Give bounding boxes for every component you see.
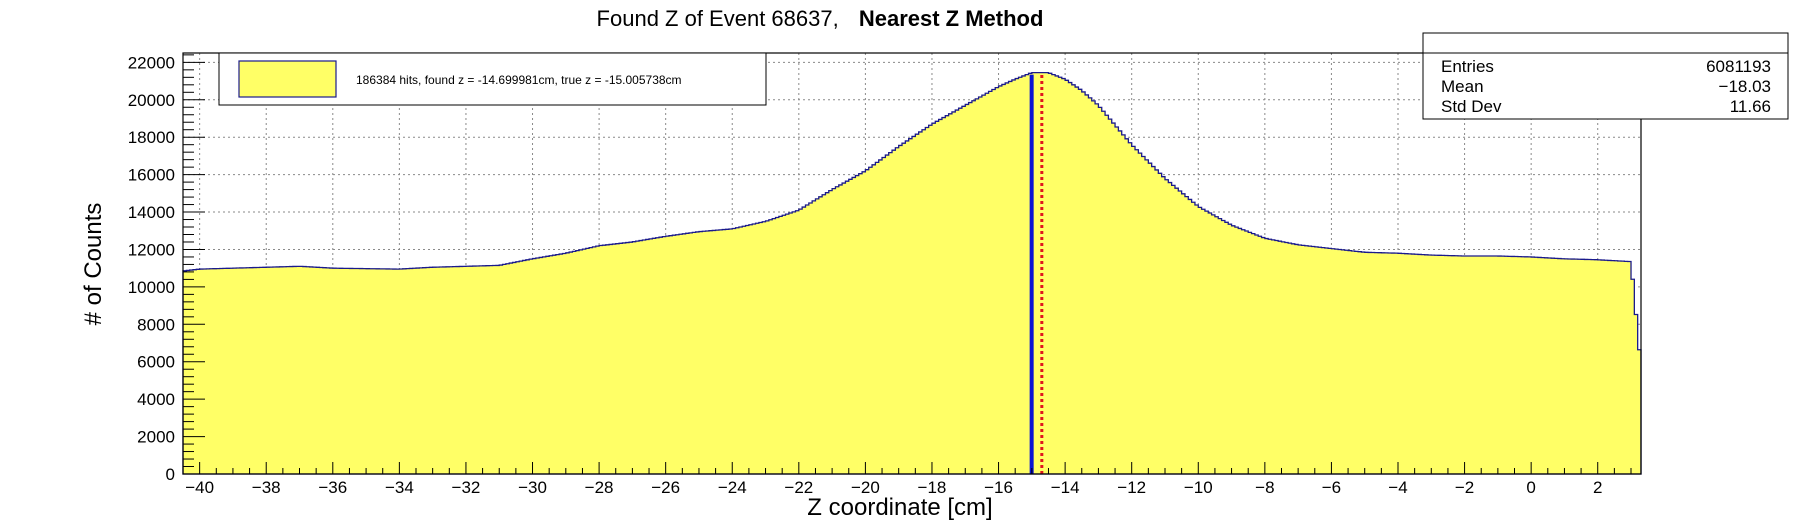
stats-label: Entries xyxy=(1441,57,1494,76)
x-tick-label: −30 xyxy=(518,478,547,497)
y-tick-label: 4000 xyxy=(137,390,175,409)
y-tick-label: 14000 xyxy=(128,203,175,222)
stats-value: 11.66 xyxy=(1730,97,1771,116)
x-tick-label: −22 xyxy=(784,478,813,497)
y-tick-label: 8000 xyxy=(137,315,175,334)
stats-box: Entries 6081193 Mean −18.03 Std Dev 11.66 xyxy=(1422,32,1789,120)
x-tick-label: −24 xyxy=(718,478,747,497)
legend-swatch xyxy=(238,60,337,98)
x-tick-label: 0 xyxy=(1526,478,1535,497)
y-tick-label: 20000 xyxy=(128,91,175,110)
x-tick-label: −38 xyxy=(252,478,281,497)
y-tick-label: 18000 xyxy=(128,128,175,147)
x-tick-label: 2 xyxy=(1593,478,1602,497)
x-tick-label: −40 xyxy=(185,478,214,497)
y-tick-label: 16000 xyxy=(128,166,175,185)
x-tick-label: −12 xyxy=(1117,478,1146,497)
y-tick-label: 12000 xyxy=(128,240,175,259)
y-tick-label: 6000 xyxy=(137,353,175,372)
stats-rows: Entries 6081193 Mean −18.03 Std Dev 11.66 xyxy=(1441,57,1771,116)
x-tick-label: −14 xyxy=(1051,478,1080,497)
axis-layer: −40 −38 −36 −34 −32 −30 −28 −26 −24 −22 −20 −18 −16−… xyxy=(128,53,1632,497)
x-tick-label: −8 xyxy=(1255,478,1274,497)
x-tick-label: −34 xyxy=(385,478,414,497)
stats-box-frame xyxy=(1422,32,1789,120)
legend: 186384 hits, found z = -14.699981cm, tru… xyxy=(218,52,767,106)
x-tick-label: −18 xyxy=(918,478,947,497)
stats-label: Std Dev xyxy=(1441,97,1502,116)
x-tick-label: −4 xyxy=(1388,478,1407,497)
histogram-outline xyxy=(182,71,1642,475)
y-axis-title: # of Counts xyxy=(80,203,107,326)
y-tick-label: 0 xyxy=(166,465,175,484)
stats-value: −18.03 xyxy=(1719,77,1771,96)
legend-entry-label: 186384 hits, found z = -14.699981cm, tru… xyxy=(356,73,682,87)
x-tick-label: −2 xyxy=(1455,478,1474,497)
plot-frame xyxy=(182,52,1642,475)
x-tick-label: −36 xyxy=(318,478,347,497)
y-tick-label: 10000 xyxy=(128,278,175,297)
x-tick-label: −10 xyxy=(1184,478,1213,497)
x-tick-label: −32 xyxy=(452,478,481,497)
stats-value: 6081193 xyxy=(1706,57,1771,76)
x-axis-title: Z coordinate [cm] xyxy=(807,494,992,521)
x-tick-label: −6 xyxy=(1322,478,1341,497)
y-tick-label: 22000 xyxy=(128,53,175,72)
histogram-area xyxy=(183,72,1641,474)
chart-title: Found Z of Event 68637, Nearest Z Method xyxy=(597,6,1044,31)
y-tick-label: 2000 xyxy=(137,428,175,447)
x-tick-label: −28 xyxy=(585,478,614,497)
x-tick-label: −20 xyxy=(851,478,880,497)
chart-title-method: Nearest Z Method xyxy=(859,6,1044,31)
chart-title-prefix: Found Z of Event 68637, xyxy=(597,6,839,31)
x-tick-label: −16 xyxy=(984,478,1013,497)
x-tick-label: −26 xyxy=(651,478,680,497)
stats-label: Mean xyxy=(1441,77,1484,96)
